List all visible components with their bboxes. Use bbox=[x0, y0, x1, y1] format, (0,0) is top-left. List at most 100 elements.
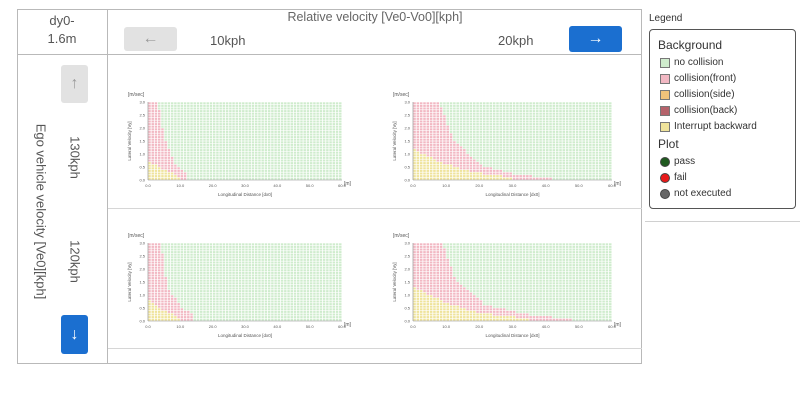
heatmap-cell bbox=[280, 248, 284, 251]
heatmap-cell bbox=[319, 130, 323, 133]
heatmap-cell bbox=[516, 169, 519, 172]
heatmap-cell bbox=[297, 128, 300, 131]
heatmap-cell bbox=[187, 117, 190, 120]
heatmap-cell bbox=[443, 136, 446, 139]
heatmap-cell bbox=[219, 316, 222, 319]
heatmap-cell bbox=[516, 130, 519, 133]
next-row-button[interactable]: ↓ bbox=[61, 315, 88, 354]
prev-row-button[interactable]: ↑ bbox=[61, 65, 88, 103]
heatmap-cell bbox=[565, 110, 569, 113]
heatmap-cell bbox=[575, 138, 579, 141]
heatmap-cell bbox=[219, 282, 222, 285]
heatmap-cell bbox=[242, 133, 245, 136]
heatmap-cell bbox=[562, 123, 566, 126]
heatmap-cell bbox=[582, 159, 585, 162]
heatmap-cell bbox=[539, 136, 542, 139]
heatmap-cell bbox=[203, 271, 206, 274]
heatmap-cell bbox=[579, 130, 582, 133]
heatmap-cell bbox=[579, 175, 582, 178]
heatmap-cell bbox=[565, 136, 569, 139]
heatmap-cell bbox=[245, 245, 248, 248]
heatmap-cell bbox=[529, 130, 532, 133]
heatmap-cell bbox=[264, 258, 268, 261]
heatmap-cell bbox=[512, 175, 516, 178]
heatmap-cell bbox=[277, 258, 281, 261]
heatmap-cell bbox=[245, 154, 248, 157]
heatmap-cell bbox=[229, 271, 232, 274]
heatmap-cell bbox=[261, 292, 264, 295]
heatmap-cell bbox=[148, 162, 151, 165]
heatmap-cell bbox=[290, 112, 293, 115]
heatmap-cell bbox=[492, 136, 496, 139]
heatmap-cell bbox=[187, 128, 190, 131]
heatmap-cell bbox=[248, 295, 251, 298]
heatmap-cell bbox=[232, 123, 235, 126]
heatmap-cell bbox=[509, 154, 512, 157]
heatmap-cell bbox=[602, 110, 605, 113]
heatmap-cell bbox=[251, 172, 255, 175]
heatmap-cell bbox=[245, 292, 248, 295]
heatmap-cell bbox=[284, 156, 287, 159]
heatmap-cell bbox=[225, 313, 229, 316]
heatmap-cell bbox=[335, 123, 339, 126]
heatmap-cell bbox=[293, 130, 297, 133]
heatmap-cell bbox=[235, 156, 239, 159]
heatmap-cell bbox=[216, 167, 219, 170]
heatmap-cell bbox=[190, 261, 193, 264]
heatmap-cell bbox=[206, 310, 209, 313]
heatmap-cell bbox=[193, 287, 196, 290]
heatmap-cell bbox=[293, 128, 297, 131]
heatmap-cell bbox=[335, 107, 339, 110]
heatmap-cell bbox=[280, 154, 284, 157]
heatmap-cell bbox=[190, 310, 193, 313]
heatmap-cell bbox=[164, 138, 167, 141]
heatmap-cell bbox=[255, 175, 258, 178]
heatmap-cell bbox=[255, 284, 258, 287]
heatmap-cell bbox=[572, 151, 576, 154]
heatmap-cell bbox=[180, 316, 184, 319]
heatmap-cell bbox=[429, 169, 433, 172]
heatmap-cell bbox=[306, 164, 310, 167]
heatmap-cell bbox=[225, 261, 229, 264]
heatmap-cell bbox=[187, 154, 190, 157]
heatmap-cell bbox=[203, 167, 206, 170]
heatmap-cell bbox=[339, 125, 342, 128]
heatmap-cell bbox=[154, 141, 158, 144]
heatmap-cell bbox=[326, 130, 329, 133]
heatmap-cell bbox=[248, 128, 251, 131]
heatmap-cell bbox=[419, 156, 423, 159]
heatmap-cell bbox=[479, 128, 483, 131]
heatmap-cell bbox=[446, 104, 449, 107]
next-column-button[interactable]: → bbox=[569, 26, 622, 52]
heatmap-cell bbox=[242, 123, 245, 126]
heatmap-cell bbox=[206, 290, 209, 293]
heatmap-cell bbox=[164, 128, 167, 131]
prev-column-button[interactable]: ← bbox=[124, 27, 177, 51]
heatmap-cell bbox=[453, 151, 456, 154]
heatmap-cell bbox=[167, 112, 171, 115]
heatmap-cell bbox=[235, 102, 239, 105]
heatmap-cell bbox=[225, 256, 229, 259]
heatmap-cell bbox=[449, 172, 453, 175]
heatmap-cell bbox=[187, 169, 190, 172]
heatmap-cell bbox=[229, 133, 232, 136]
heatmap-cell bbox=[549, 136, 552, 139]
heatmap-cell bbox=[319, 156, 323, 159]
heatmap-cell bbox=[536, 117, 539, 120]
heatmap-cell bbox=[549, 164, 552, 167]
heatmap-cell bbox=[255, 138, 258, 141]
heatmap-cell bbox=[225, 282, 229, 285]
heatmap-cell bbox=[235, 300, 239, 303]
heatmap-cell bbox=[545, 112, 549, 115]
heatmap-cell bbox=[542, 143, 546, 146]
heatmap-cell bbox=[251, 274, 255, 277]
heatmap-cell bbox=[552, 149, 556, 152]
heatmap-cell bbox=[466, 117, 469, 120]
heatmap-cell bbox=[595, 104, 599, 107]
heatmap-cell bbox=[416, 117, 420, 120]
heatmap-cell bbox=[200, 264, 203, 267]
heatmap-cell bbox=[562, 146, 566, 149]
heatmap-cell bbox=[469, 156, 473, 159]
heatmap-cell bbox=[419, 143, 423, 146]
heatmap-cell bbox=[167, 104, 171, 107]
